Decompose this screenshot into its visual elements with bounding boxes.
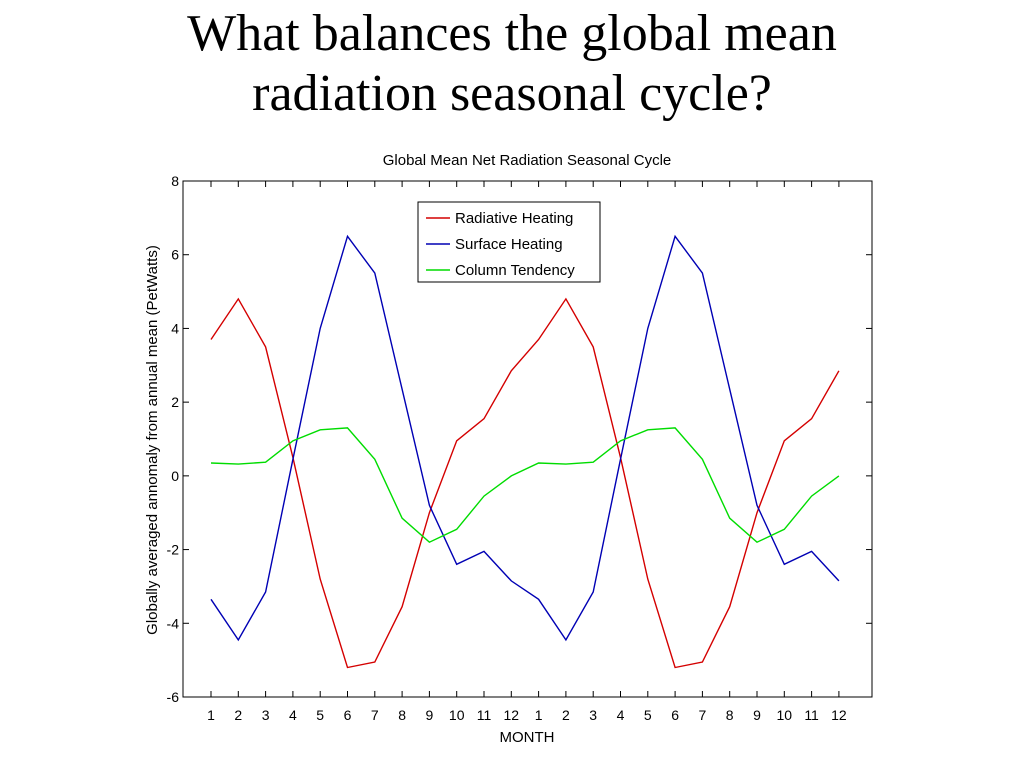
y-tick-label: 2 bbox=[171, 394, 179, 410]
x-tick-label: 5 bbox=[644, 707, 652, 723]
x-tick-label: 7 bbox=[371, 707, 379, 723]
y-axis-label: Globally averaged annomaly from annual m… bbox=[144, 245, 161, 635]
x-tick-label: 6 bbox=[344, 707, 352, 723]
x-tick-label: 6 bbox=[671, 707, 679, 723]
y-tick-label: -6 bbox=[167, 689, 180, 705]
x-tick-label: 11 bbox=[804, 707, 819, 723]
y-tick-label: 6 bbox=[171, 247, 179, 263]
x-axis-label: MONTH bbox=[500, 729, 555, 746]
x-tick-label: 3 bbox=[262, 707, 270, 723]
x-tick-label: 12 bbox=[831, 707, 847, 723]
x-tick-label: 11 bbox=[477, 707, 492, 723]
x-tick-label: 7 bbox=[699, 707, 707, 723]
x-tick-label: 4 bbox=[289, 707, 297, 723]
x-tick-label: 8 bbox=[398, 707, 406, 723]
x-tick-label: 12 bbox=[504, 707, 520, 723]
series-line-surface-heating bbox=[210, 234, 840, 642]
x-tick-label: 3 bbox=[589, 707, 597, 723]
x-tick-label: 1 bbox=[207, 707, 215, 723]
y-tick-label: -4 bbox=[167, 615, 180, 631]
y-tick-label: 4 bbox=[171, 320, 179, 336]
y-tick-label: 8 bbox=[171, 173, 179, 189]
plot-frame bbox=[182, 180, 873, 698]
slide-title-line-1: What balances the global mean bbox=[187, 5, 837, 62]
x-tick-label: 5 bbox=[316, 707, 324, 723]
chart-title: Global Mean Net Radiation Seasonal Cycle bbox=[383, 152, 672, 169]
series-line-column-tendency bbox=[210, 427, 840, 544]
legend-label-radiative-heating: Radiative Heating bbox=[455, 210, 573, 227]
x-tick-label: 1 bbox=[535, 707, 543, 723]
x-tick-label: 2 bbox=[234, 707, 242, 723]
x-tick-label: 4 bbox=[617, 707, 625, 723]
y-tick-label: 0 bbox=[171, 468, 179, 484]
x-tick-label: 2 bbox=[562, 707, 570, 723]
x-tick-label: 9 bbox=[426, 707, 434, 723]
x-tick-label: 8 bbox=[726, 707, 734, 723]
legend-label-surface-heating: Surface Heating bbox=[455, 236, 563, 253]
y-tick-label: -2 bbox=[167, 542, 180, 558]
legend-label-column-tendency: Column Tendency bbox=[455, 262, 575, 279]
legend-box bbox=[417, 201, 601, 283]
legend: Radiative Heating Surface Heating Column T… bbox=[417, 201, 601, 283]
slide-title-line-2: radiation seasonal cycle? bbox=[252, 65, 772, 122]
x-tick-label: 9 bbox=[753, 707, 761, 723]
x-tick-label: 10 bbox=[777, 707, 793, 723]
slide-title: What balances the global mean radiation … bbox=[0, 4, 1024, 124]
series-line-radiative-heating bbox=[210, 297, 840, 669]
x-tick-label: 10 bbox=[449, 707, 465, 723]
